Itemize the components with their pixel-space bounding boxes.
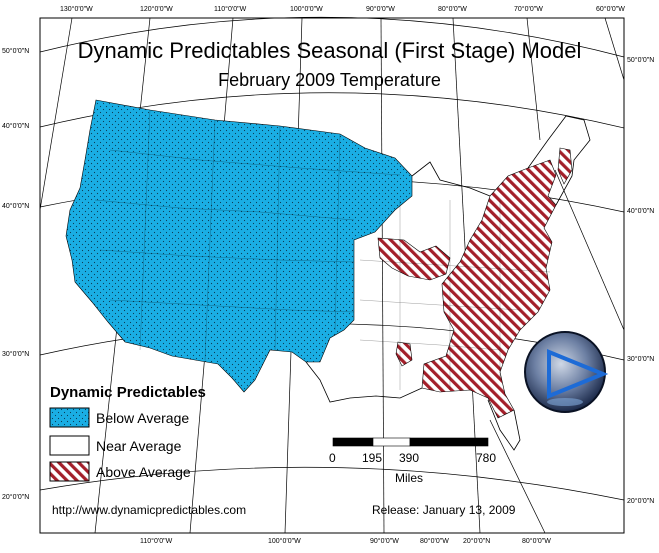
legend-item-below-average: Below Average [50,409,250,431]
lon-label: 130°0'0"W [60,6,93,13]
lon-label: 70°0'0"W [514,6,543,13]
legend-title: Dynamic Predictables [50,384,206,401]
lon-label: 80°0'0"W [522,538,551,545]
scale-tick: 390 [399,451,420,465]
map-title: Dynamic Predictables Seasonal (First Sta… [77,38,582,63]
legend-item-above-average: Above Average [50,463,250,485]
region-above-average-gulf [395,341,413,367]
lon-label: 110°0'0"W [140,538,173,545]
region-below-average [65,99,413,393]
region-above-average-new-england [557,147,573,185]
region-above-average-central [377,237,451,281]
lon-label: 100°0'0"W [290,6,323,13]
lat-label: 20°0'0"N [2,494,30,501]
legend-swatch-above [49,461,90,482]
footer-url: http://www.dynamicpredictables.com [52,503,247,517]
legend-label: Above Average [96,464,191,480]
scale-unit: Miles [395,471,424,485]
map-subtitle: February 2009 Temperature [218,70,441,90]
lon-label: 80°0'0"W [438,6,467,13]
lon-label: 60°0'0"W [596,6,625,13]
lon-label: 90°0'0"W [366,6,395,13]
neatline [39,17,625,534]
lat-label: 20°0'0"N [627,498,655,505]
scale-tick: 0 [329,451,336,465]
lon-label: 80°0'0"W [420,538,449,545]
lat-label: 30°0'0"N [2,351,30,358]
legend-swatch-below [49,407,90,428]
lat-label: 50°0'0"N [2,48,30,55]
legend-item-near-average: Near Average [50,437,250,459]
legend-label: Near Average [96,438,182,454]
lon-label: 90°0'0"W [370,538,399,545]
lat-label: 30°0'0"N [627,356,655,363]
region-above-average-east [421,159,557,419]
lat-label: 20°0'0"N [463,538,491,545]
scale-bar [332,437,489,447]
legend-swatch-near [49,435,90,456]
release-date: Release: January 13, 2009 [372,503,516,517]
lon-label: 110°0'0"W [214,6,247,13]
lon-label: 100°0'0"W [268,538,301,545]
play-triangle-globe-icon [524,331,609,413]
lon-label: 120°0'0"W [140,6,173,13]
scale-tick: 195 [362,451,383,465]
lat-label: 40°0'0"N [2,123,30,130]
lat-label: 50°0'0"N [627,57,655,64]
scale-tick: 780 [476,451,497,465]
lat-label: 40°0'0"N [627,208,655,215]
lat-label: 40°0'0"N [2,203,30,210]
region-near-average-outline [305,115,591,451]
county-lines [94,109,551,390]
legend-label: Below Average [96,410,190,426]
